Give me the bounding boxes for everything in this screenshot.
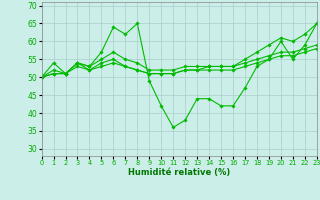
X-axis label: Humidité relative (%): Humidité relative (%)	[128, 168, 230, 177]
